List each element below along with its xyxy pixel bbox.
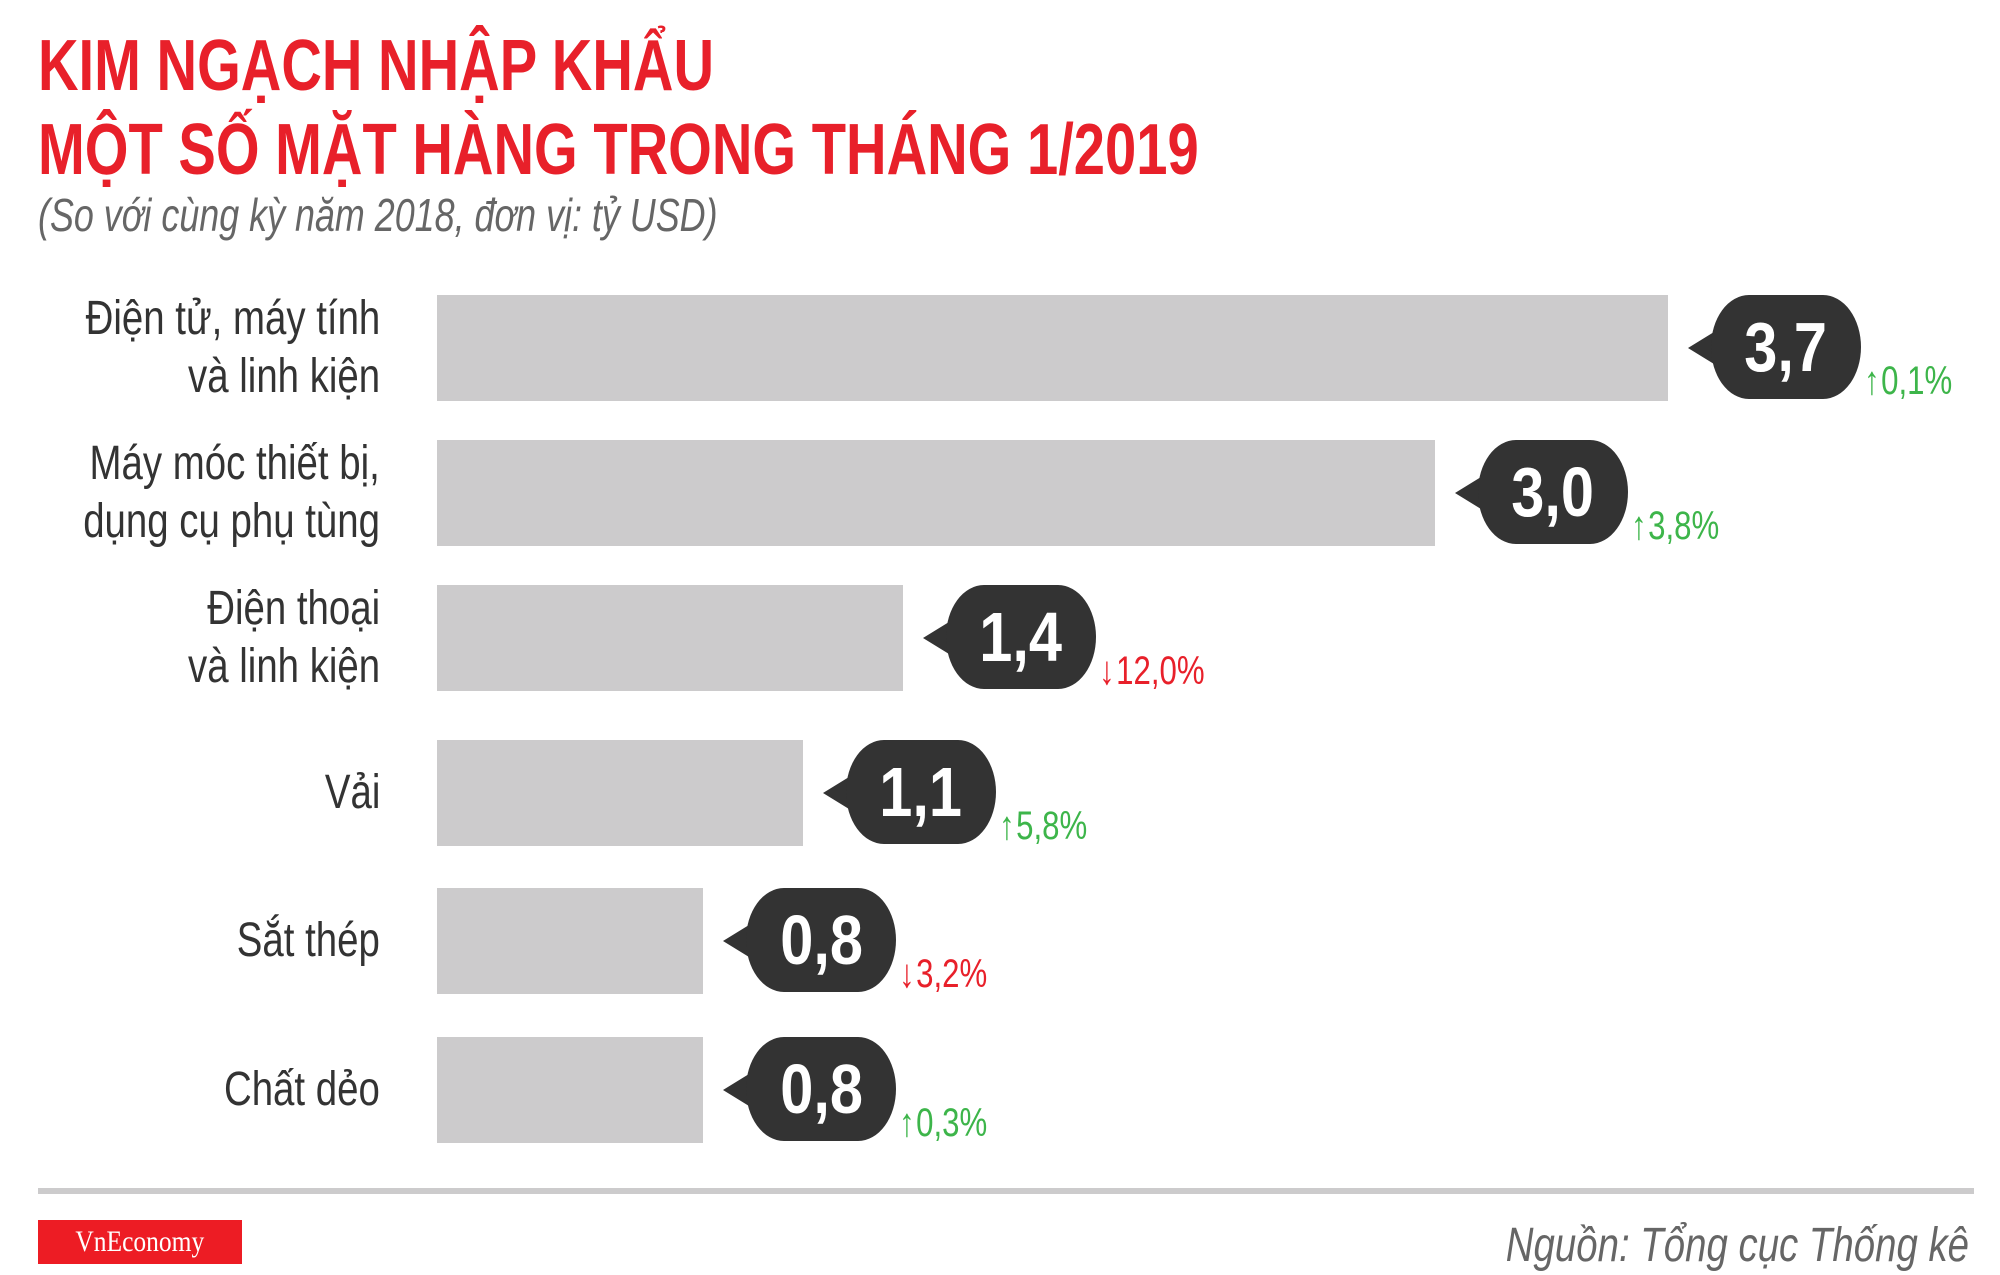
subtitle-text: (So với cùng kỳ năm 2018, đơn vị: tỷ USD… xyxy=(38,189,718,241)
chart-title-line-1: KIM NGẠCH NHẬP KHẨU xyxy=(38,26,905,106)
category-label-line: Sắt thép xyxy=(236,914,380,967)
arrow-down-icon: ↓ xyxy=(1098,649,1115,693)
bubble-pointer xyxy=(723,1074,750,1106)
change-label: ↑5,8% xyxy=(999,804,1112,848)
bubble-pointer xyxy=(1688,332,1714,364)
value-label-text: 0,8 xyxy=(779,1050,863,1128)
change-value: 0,3% xyxy=(916,1101,988,1145)
category-label-line: và linh kiện xyxy=(187,640,380,693)
category-label-line: và linh kiện xyxy=(187,350,380,403)
bubble-pointer xyxy=(1455,477,1482,509)
bar xyxy=(437,888,704,994)
source-text: Nguồn: Tổng cục Thống kê xyxy=(1505,1219,1969,1272)
title-text: KIM NGẠCH NHẬP KHẨU xyxy=(38,26,715,106)
bubble-pointer xyxy=(723,925,750,957)
bar xyxy=(437,740,803,846)
logo-text: VnEconomy xyxy=(75,1225,205,1258)
value-label-text: 1,1 xyxy=(879,753,963,831)
value-label-text: 3,0 xyxy=(1511,453,1595,531)
title-text: MỘT SỐ MẶT HÀNG TRONG THÁNG 1/2019 xyxy=(38,110,1199,190)
change-value: 5,8% xyxy=(1016,804,1088,848)
bubble-pointer xyxy=(922,622,949,654)
category-label-line: dụng cụ phụ tùng xyxy=(83,495,380,548)
change-label: ↑0,1% xyxy=(1864,359,1977,403)
vneconomy-logo: VnEconomy xyxy=(38,1220,242,1264)
change-value: 0,1% xyxy=(1881,359,1953,403)
category-label-line: Máy móc thiết bị, xyxy=(89,437,380,490)
bar xyxy=(437,440,1436,546)
category-label: Máy móc thiết bị, dụng cụ phụ tùng xyxy=(0,435,380,551)
change-value: 12,0% xyxy=(1115,649,1205,693)
change-value: 3,8% xyxy=(1648,504,1720,548)
value-label: 1,4 xyxy=(945,585,1096,689)
value-label: 1,1 xyxy=(845,740,996,844)
value-label: 0,8 xyxy=(746,1037,897,1141)
chart-subtitle: (So với cùng kỳ năm 2018, đơn vị: tỷ USD… xyxy=(38,188,909,242)
change-label: ↑0,3% xyxy=(899,1101,1012,1145)
value-label: 3,0 xyxy=(1478,440,1629,544)
value-label-text: 1,4 xyxy=(979,598,1063,676)
category-label: Chất dẻo xyxy=(0,1061,380,1119)
arrow-down-icon: ↓ xyxy=(899,952,915,996)
category-label: Điện tử, máy tính và linh kiện xyxy=(0,290,380,406)
bubble-pointer xyxy=(822,777,849,809)
category-label: Điện thoại và linh kiện xyxy=(0,580,380,696)
category-label-line: Điện thoại xyxy=(207,582,380,635)
chart-title-line-2: MỘT SỐ MẶT HÀNG TRONG THÁNG 1/2019 xyxy=(38,110,1526,190)
category-label: Vải xyxy=(0,764,381,822)
arrow-up-icon: ↑ xyxy=(1864,359,1880,403)
category-label-line: Điện tử, máy tính xyxy=(85,292,380,345)
arrow-up-icon: ↑ xyxy=(998,804,1015,848)
bar xyxy=(437,295,1668,401)
arrow-up-icon: ↑ xyxy=(899,1101,915,1145)
change-value: 3,2% xyxy=(916,952,988,996)
change-label: ↓3,2% xyxy=(899,952,1012,996)
category-label-line: Vải xyxy=(324,766,381,819)
bar xyxy=(437,585,903,691)
value-label: 0,8 xyxy=(746,888,897,992)
divider xyxy=(38,1188,1974,1194)
change-label: ↑3,8% xyxy=(1631,504,1744,548)
value-label: 3,7 xyxy=(1711,295,1861,399)
change-label: ↓12,0% xyxy=(1099,649,1234,693)
value-label-text: 0,8 xyxy=(779,901,863,979)
category-label-line: Chất dẻo xyxy=(224,1063,380,1116)
arrow-up-icon: ↑ xyxy=(1631,504,1647,548)
value-label-text: 3,7 xyxy=(1744,308,1828,386)
category-label: Sắt thép xyxy=(0,912,380,970)
source-note: Nguồn: Tổng cục Thống kê xyxy=(1390,1218,1969,1274)
bar xyxy=(437,1037,704,1143)
